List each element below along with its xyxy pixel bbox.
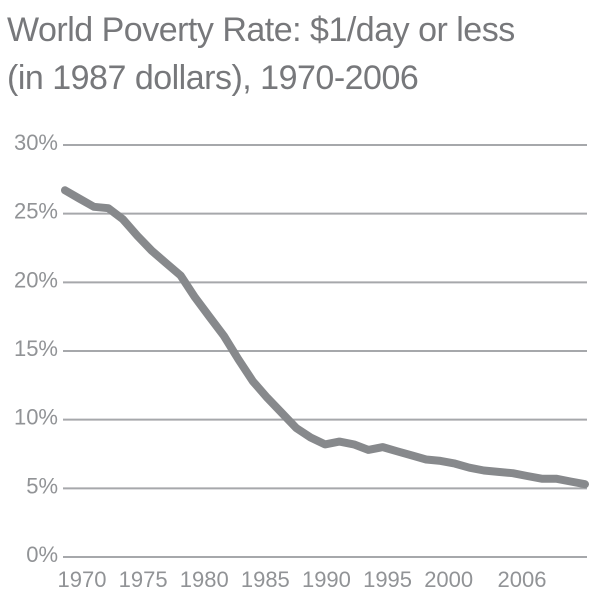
y-axis-tick-label: 5% (26, 473, 58, 498)
y-axis-tick-label: 0% (26, 542, 58, 567)
x-axis-tick-label: 1970 (58, 567, 107, 592)
x-axis-tick-label: 1980 (180, 567, 229, 592)
x-axis-tick-label: 1990 (302, 567, 351, 592)
y-axis-tick-label: 25% (14, 199, 58, 224)
chart-title-line2: (in 1987 dollars), 1970-2006 (7, 59, 419, 97)
chart-title-line1: World Poverty Rate: $1/day or less (7, 11, 515, 49)
y-axis-tick-label: 20% (14, 267, 58, 292)
poverty-rate-line (61, 186, 589, 489)
y-axis-tick-label: 10% (14, 405, 58, 430)
chart-title: World Poverty Rate: $1/day or less (in 1… (7, 6, 599, 102)
x-axis-tick-label: 1995 (363, 567, 412, 592)
y-axis-tick-label: 30% (14, 130, 58, 155)
x-axis-tick-label: 1975 (119, 567, 168, 592)
x-axis-tick-label: 1985 (241, 567, 290, 592)
y-axis-tick-label: 15% (14, 336, 58, 361)
x-axis-tick-label: 2000 (424, 567, 473, 592)
x-axis-tick-label: 2006 (498, 567, 547, 592)
